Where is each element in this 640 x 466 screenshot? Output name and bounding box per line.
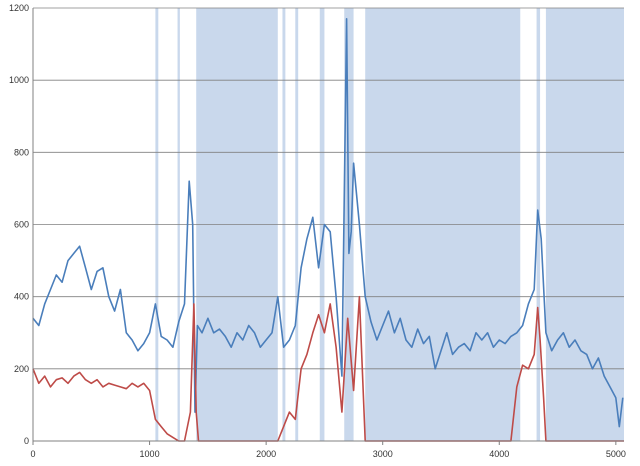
y-tick-label: 0 xyxy=(24,436,29,446)
gridlines xyxy=(33,7,624,370)
y-tick-label: 200 xyxy=(14,364,29,374)
axes xyxy=(32,8,624,445)
y-tick-label: 600 xyxy=(14,220,29,230)
y-tick-label: 800 xyxy=(14,147,29,157)
series-line-1 xyxy=(32,295,624,442)
x-tick-label: 1000 xyxy=(140,449,160,459)
y-tick-label: 400 xyxy=(14,292,29,302)
x-tick-label: 5000 xyxy=(606,449,626,459)
x-tick-label: 2000 xyxy=(256,449,276,459)
x-tick-label: 0 xyxy=(30,449,35,459)
y-tick-label: 1000 xyxy=(9,75,29,85)
series-lines xyxy=(32,17,624,442)
x-tick-label: 3000 xyxy=(373,449,393,459)
x-tick-label: 4000 xyxy=(489,449,509,459)
series-line-0 xyxy=(32,17,624,428)
y-tick-label: 1200 xyxy=(9,3,29,13)
tick-labels: 0 200 400 600 800 1000 1200 0 1000 2000 3000 4000 50… xyxy=(9,3,626,459)
